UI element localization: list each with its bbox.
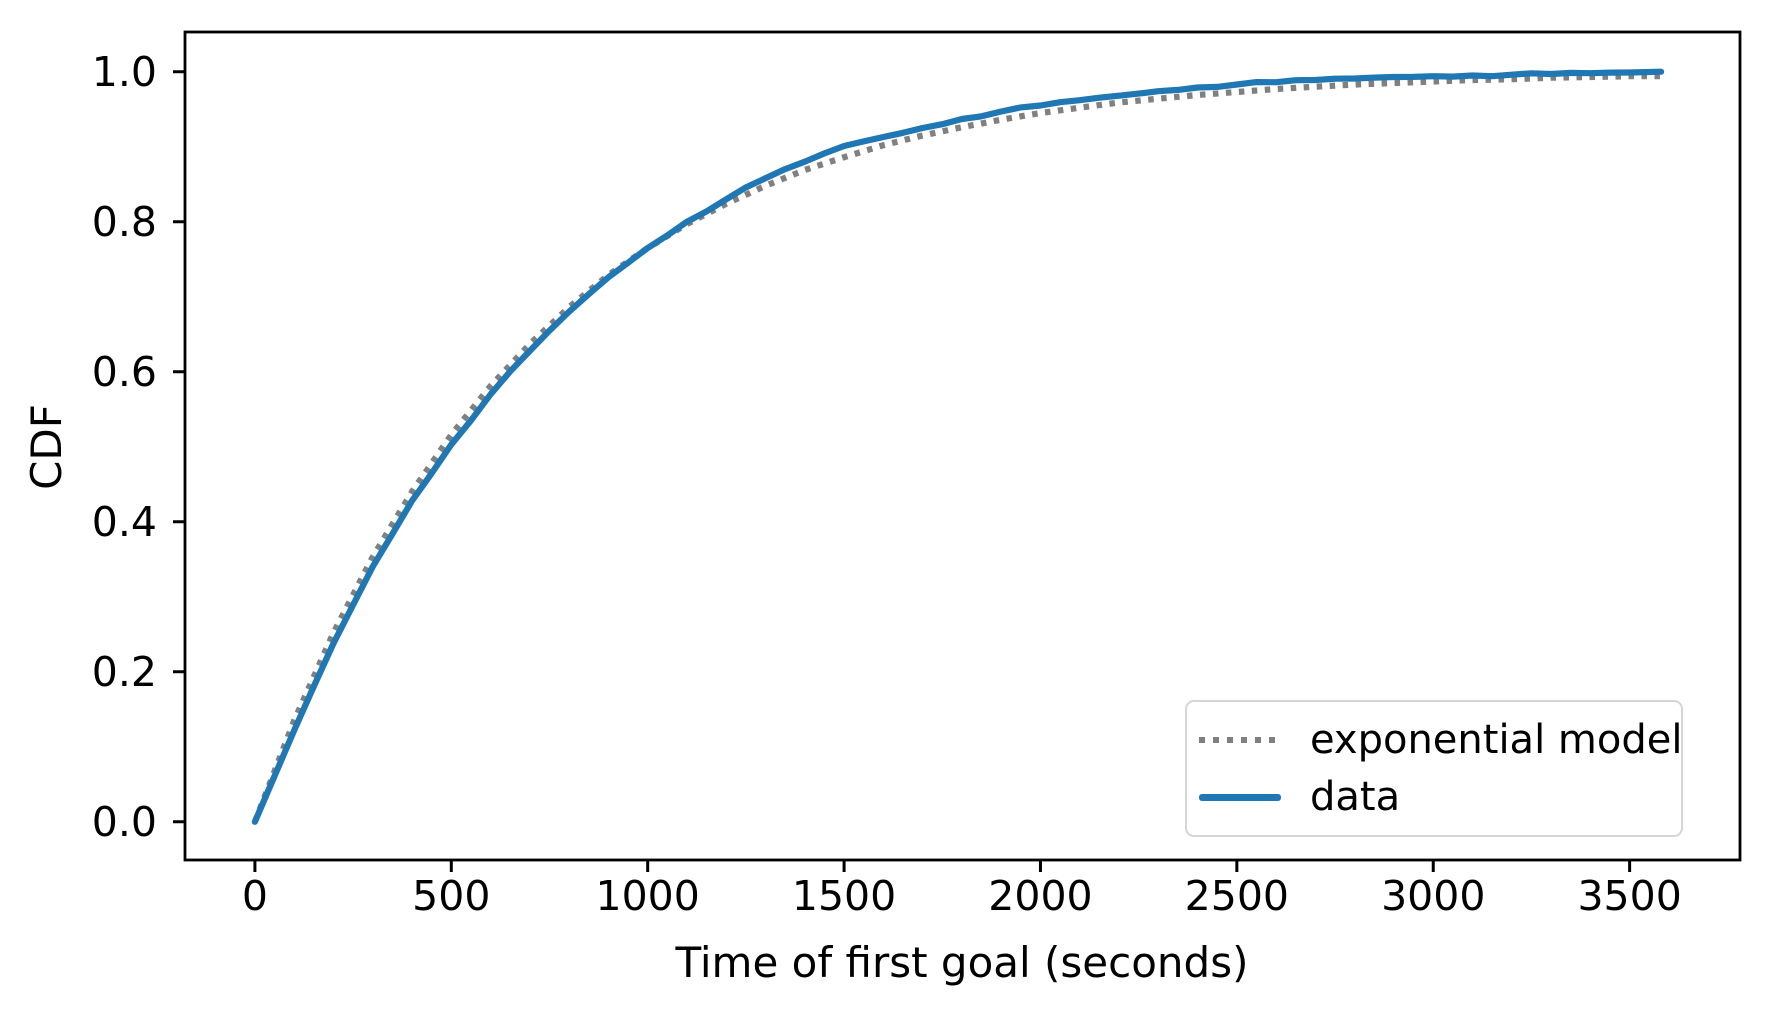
y-tick-label: 0.6 [92,348,157,396]
legend-item-data: data [1199,772,1663,822]
legend-item-exponential-model: exponential model [1199,715,1682,765]
y-tick-label: 1.0 [92,48,157,96]
x-axis-label: Time of first goal (seconds) [675,938,1249,987]
x-tick-label: 3500 [1577,872,1681,920]
x-tick-label: 3000 [1381,872,1485,920]
x-tick-label: 0 [242,872,268,920]
x-tick-label: 2500 [1185,872,1289,920]
x-tick-label: 500 [412,872,490,920]
y-tick-label: 0.4 [92,498,157,546]
x-tick-label: 2000 [988,872,1092,920]
y-tick-label: 0.8 [92,198,157,246]
y-axis-label: CDF [22,404,71,490]
y-tick-label: 0.2 [92,648,157,696]
y-tick-label: 0.0 [92,798,157,846]
x-tick-label: 1000 [596,872,700,920]
x-tick-label: 1500 [792,872,896,920]
legend-label-exponential-model: exponential model [1310,717,1683,763]
legend: exponential model data [1185,700,1683,837]
dotted-line-icon [1199,737,1281,743]
plot-border [183,30,1742,862]
data-curve [251,68,1665,825]
solid-line-icon [1199,793,1281,801]
model-curve [252,73,1662,823]
legend-label-data: data [1310,774,1401,820]
